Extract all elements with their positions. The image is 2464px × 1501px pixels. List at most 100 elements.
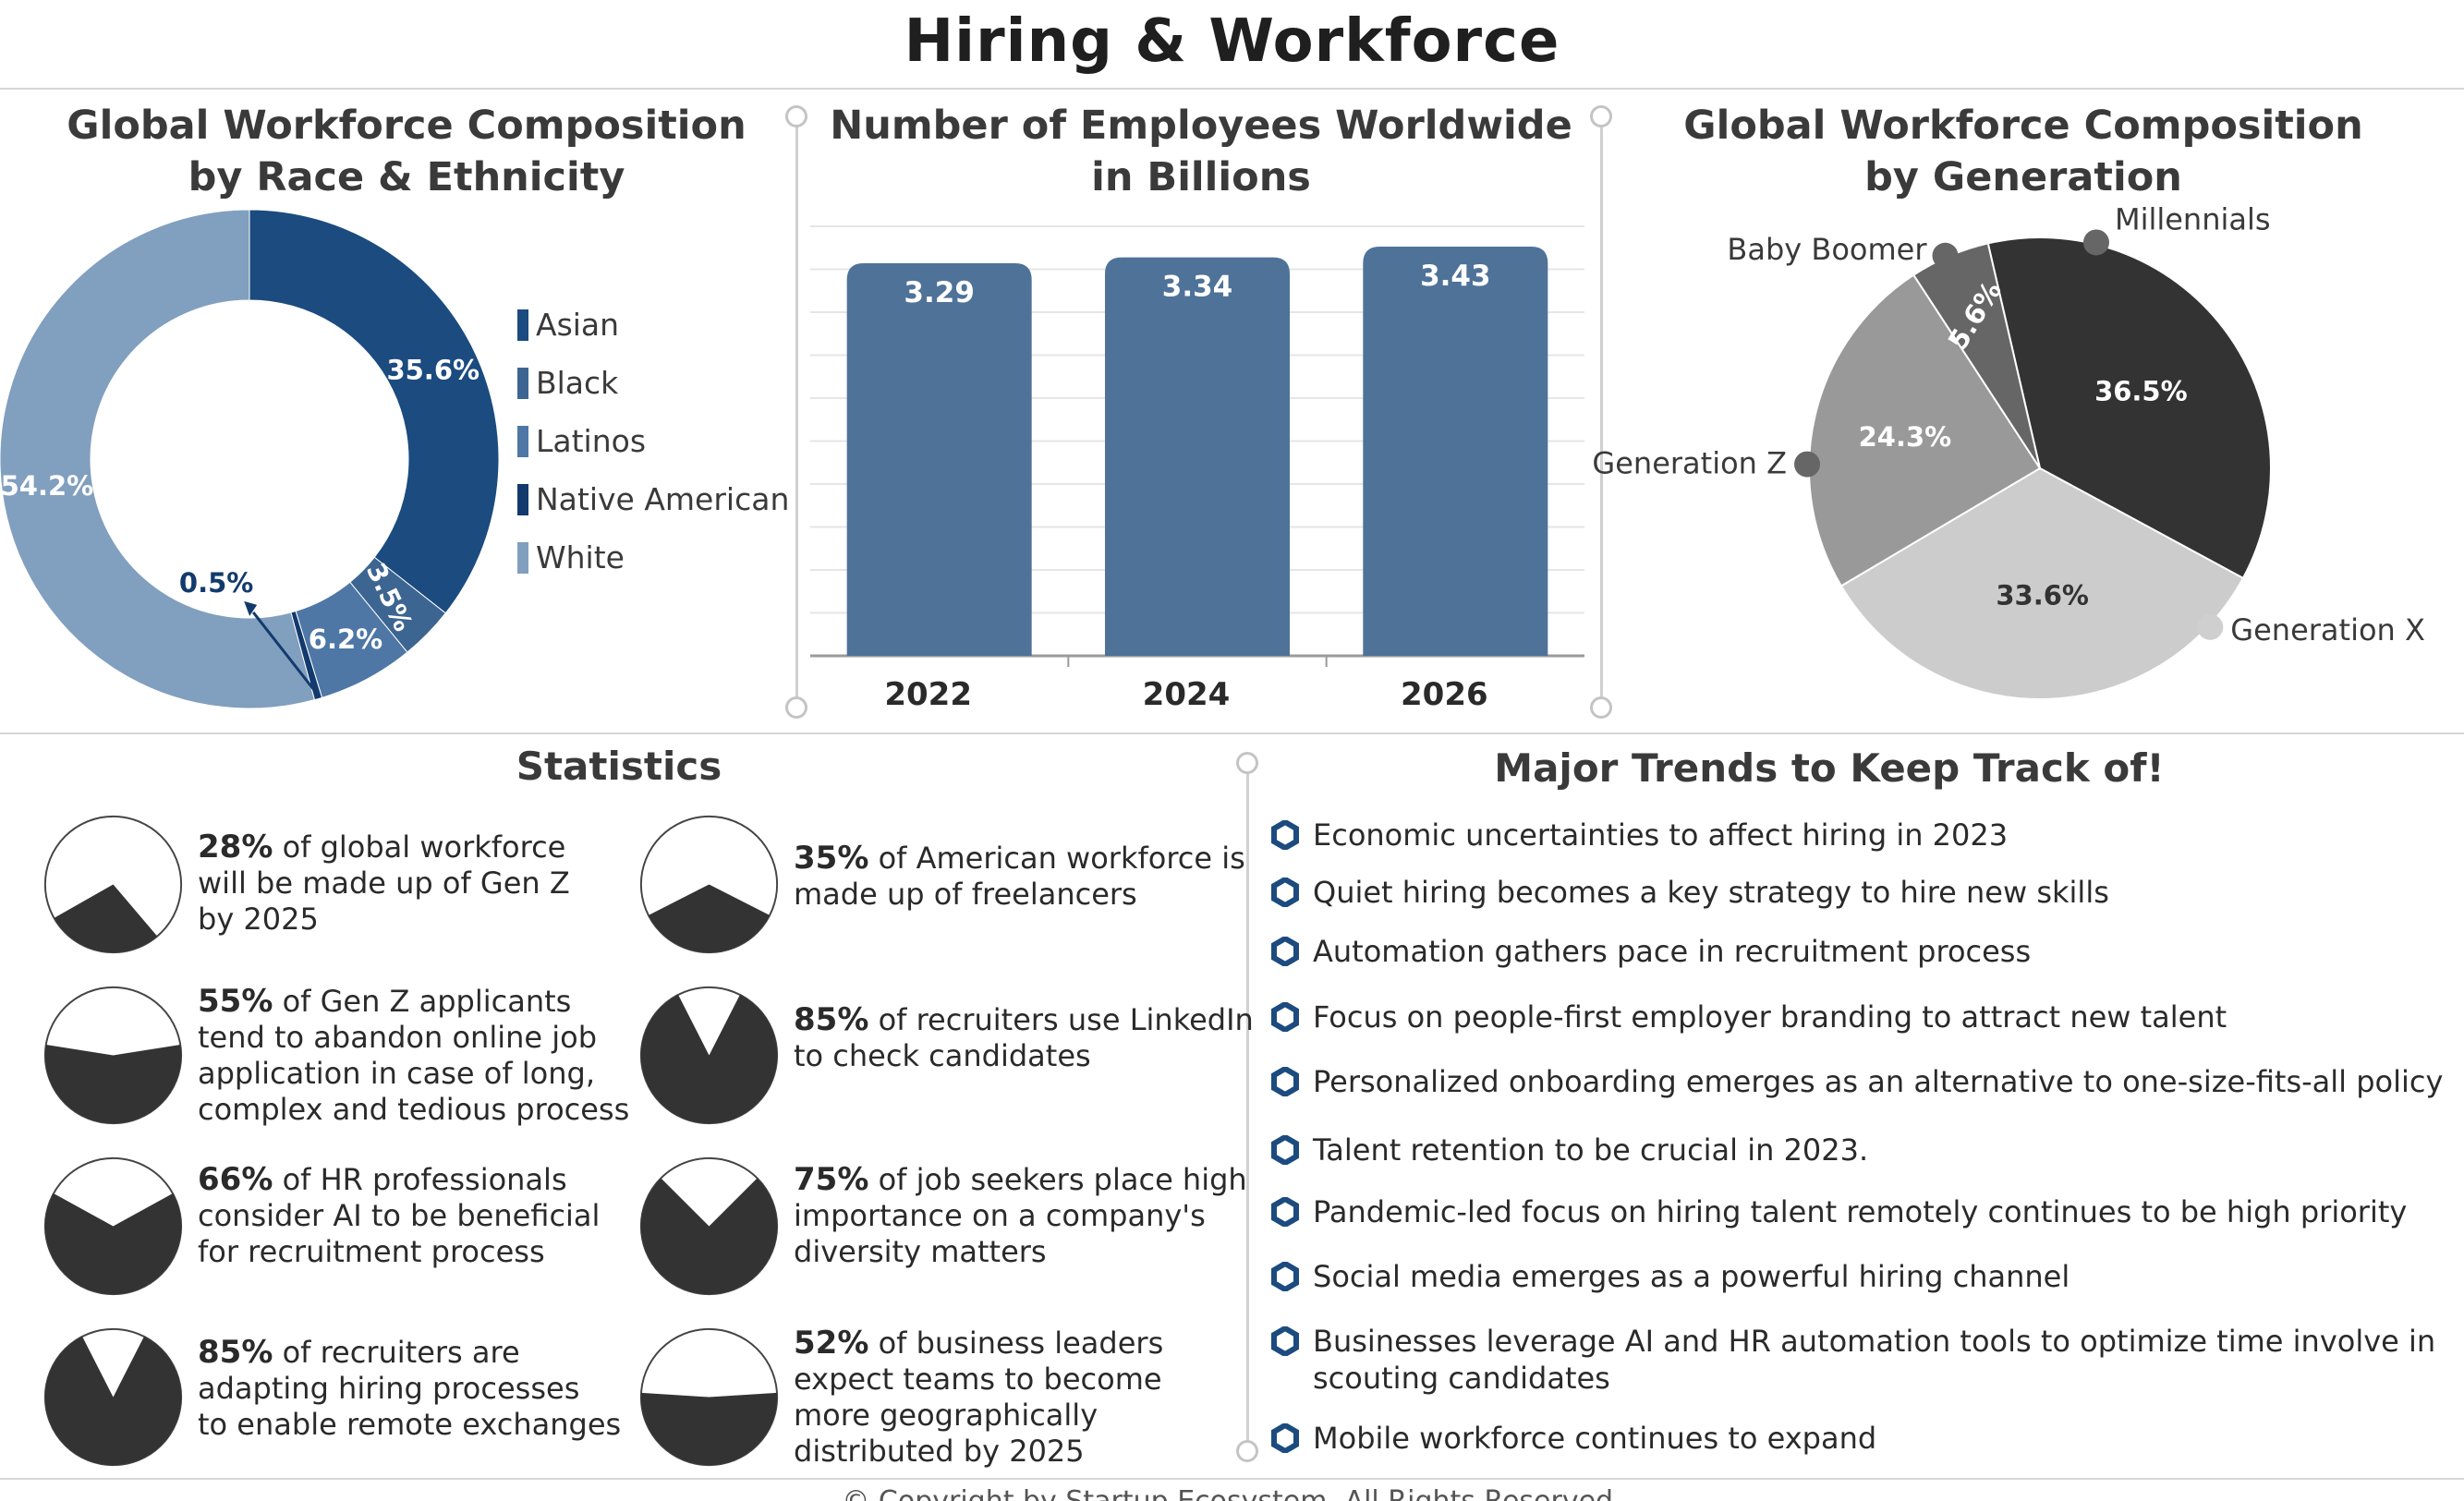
pie-callout-dot — [1794, 451, 1821, 478]
donut-chart-title: Global Workforce Composition by Race & E… — [67, 103, 746, 200]
stat-text: 28% of global workforce will be made up … — [198, 829, 570, 938]
trend-text: Focus on people-first employer branding … — [1313, 999, 2227, 1035]
charts-layer: 35.6%6.2%54.2%3.5%0.5%3.2920223.3420243.… — [0, 201, 2425, 713]
hexagon-bullet-icon — [1271, 1002, 1299, 1032]
stat-item: 55% of Gen Z applicants tend to abandon … — [42, 984, 629, 1128]
legend-label: Black — [536, 365, 619, 401]
stat-pie — [639, 1156, 779, 1296]
legend-item-native-american: Native American — [517, 470, 789, 528]
stat-pie-fill — [640, 994, 778, 1124]
pie-callout-dot — [2082, 229, 2109, 256]
panel-divider-right — [1600, 116, 1603, 708]
stat-percentage: 66% — [198, 1161, 273, 1198]
stat-item: 52% of business leaders expect teams to … — [637, 1325, 1163, 1470]
divider-node — [1590, 696, 1612, 719]
copyright: © Copyright by Startup Ecosystem. All Ri… — [0, 1485, 2464, 1501]
section-divider — [0, 732, 2464, 734]
legend-swatch — [517, 541, 528, 574]
pie-data-label: 24.3% — [1859, 421, 1952, 453]
stat-pie — [639, 986, 779, 1125]
hexagon-bullet-icon — [1271, 878, 1299, 907]
divider-node — [1590, 105, 1612, 127]
pie-data-label: 36.5% — [2094, 376, 2188, 407]
donut-leader-arrow — [244, 600, 258, 616]
hexagon-bullet-icon — [1271, 1326, 1299, 1356]
section-divider-vertical — [1246, 763, 1249, 1451]
stat-item: 35% of American workforce is made up of … — [637, 813, 1245, 956]
pie-category-label: Millennials — [2115, 201, 2271, 236]
hexagon-bullet-icon — [1271, 1262, 1299, 1291]
bar-data-label: 3.43 — [1420, 260, 1491, 293]
legend-item-asian: Asian — [517, 296, 789, 354]
donut-legend: Asian Black Latinos Native American Whit… — [517, 296, 789, 587]
footer-divider — [0, 1478, 2464, 1480]
divider-node — [1236, 752, 1258, 774]
stat-percentage: 85% — [794, 1001, 869, 1038]
trend-item: Mobile workforce continues to expand — [1270, 1420, 1876, 1457]
statistics-title: Statistics — [516, 744, 722, 789]
bar-2024 — [1105, 257, 1290, 656]
stat-description: of Gen Z applicants tend to abandon onli… — [198, 984, 630, 1127]
stat-item: 85% of recruiters use LinkedIn to check … — [637, 984, 1254, 1127]
stat-description: of recruiters use LinkedIn to check cand… — [794, 1002, 1254, 1073]
donut-leader-line — [251, 611, 319, 695]
stat-pie-fill — [648, 884, 771, 953]
stat-item: 66% of HR professionals consider AI to b… — [42, 1155, 600, 1298]
stat-description: of business leaders expect teams to beco… — [794, 1325, 1164, 1469]
trend-item: Pandemic-led focus on hiring talent remo… — [1270, 1193, 2407, 1230]
pie-chart-title: Global Workforce Composition by Generati… — [1683, 103, 2363, 200]
legend-item-black: Black — [517, 354, 789, 412]
trend-item: Quiet hiring becomes a key strategy to h… — [1270, 874, 2109, 911]
stat-description: of American workforce is made up of free… — [794, 841, 1245, 912]
donut-slice-asian — [249, 209, 500, 614]
stat-description: of recruiters are adapting hiring proces… — [198, 1335, 622, 1442]
legend-label: Native American — [536, 481, 790, 517]
trend-item: Economic uncertainties to affect hiring … — [1270, 817, 2008, 853]
legend-label: Asian — [536, 307, 620, 343]
header-divider — [0, 88, 2464, 90]
hexagon-bullet-icon — [1271, 1423, 1299, 1453]
legend-label: Latinos — [536, 423, 647, 459]
trend-item: Automation gathers pace in recruitment p… — [1270, 933, 2031, 970]
stat-percentage: 55% — [198, 983, 273, 1020]
stat-percentage: 85% — [198, 1334, 273, 1371]
stat-text: 75% of job seekers place high importance… — [794, 1162, 1247, 1270]
stat-percentage: 52% — [794, 1325, 869, 1362]
stat-pie-fill — [54, 884, 158, 953]
trend-text: Economic uncertainties to affect hiring … — [1313, 817, 2009, 853]
panel-divider-left — [795, 116, 798, 708]
pie-slice-generation-z — [1808, 273, 2042, 587]
hexagon-bullet-icon — [1271, 820, 1299, 850]
trend-text: Personalized onboarding emerges as an al… — [1313, 1064, 2444, 1099]
stat-pie — [43, 815, 183, 954]
pie-category-label: Generation X — [2230, 612, 2425, 648]
donut-slice-white — [0, 209, 316, 709]
hexagon-bullet-icon — [1271, 1067, 1299, 1096]
hexagon-bullet-icon — [1271, 937, 1299, 966]
pie-callout-dot — [2197, 613, 2224, 640]
bar-x-tick-label: 2022 — [884, 676, 972, 713]
bar-x-tick-label: 2024 — [1143, 676, 1231, 713]
trend-item: Businesses leverage AI and HR automation… — [1270, 1323, 2435, 1397]
trend-text: Pandemic-led focus on hiring talent remo… — [1313, 1194, 2408, 1229]
trend-item: Talent retention to be crucial in 2023. — [1270, 1132, 1868, 1168]
divider-node — [1236, 1440, 1258, 1462]
trend-text: Businesses leverage AI and HR automation… — [1313, 1324, 2436, 1396]
bar-2022 — [846, 263, 1032, 656]
stat-text: 85% of recruiters are adapting hiring pr… — [198, 1335, 621, 1443]
legend-label: White — [536, 539, 625, 575]
pie-callout-dot — [1932, 242, 1959, 269]
stat-text: 55% of Gen Z applicants tend to abandon … — [198, 984, 629, 1128]
stat-pie-fill — [640, 1178, 778, 1295]
hexagon-bullet-icon — [1271, 1197, 1299, 1227]
stat-item: 28% of global workforce will be made up … — [42, 813, 570, 956]
stat-pie-fill — [44, 1193, 182, 1295]
stat-pie-fill — [44, 1336, 182, 1466]
stat-percentage: 28% — [198, 829, 273, 865]
legend-item-white: White — [517, 528, 789, 587]
pie-category-label: Generation Z — [1592, 446, 1787, 481]
trend-text: Mobile workforce continues to expand — [1313, 1421, 1877, 1456]
legend-swatch — [517, 367, 528, 399]
bar-data-label: 3.34 — [1162, 271, 1233, 304]
stat-text: 52% of business leaders expect teams to … — [794, 1325, 1163, 1470]
